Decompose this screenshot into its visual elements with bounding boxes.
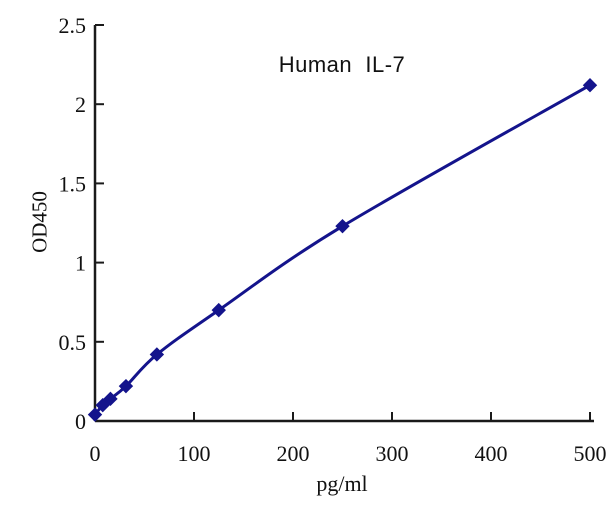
data-point-marker [118,378,134,394]
y-tick-label: 2.5 [59,13,87,38]
x-tick-label: 200 [277,441,310,466]
data-point-marker [582,77,598,93]
x-tick-label: 400 [475,441,508,466]
y-tick-label: 0 [75,409,86,434]
data-point-marker [87,407,103,422]
y-axis-title: OD450 [27,191,52,253]
x-tick-label: 0 [90,441,101,466]
data-point-marker [95,397,110,413]
data-point-marker [335,218,350,234]
data-point-marker [149,347,165,362]
data-point-marker [103,391,118,407]
y-tick-label: 0.5 [59,330,87,355]
y-tick-label: 1.5 [59,171,87,196]
data-point-marker [211,302,226,318]
x-tick-label: 100 [178,441,211,466]
y-tick-label: 2 [75,92,86,117]
x-tick-label: 500 [574,441,607,466]
x-tick-label: 300 [376,441,409,466]
y-tick-label: 1 [75,251,86,276]
chart-title: Human IL-7 [278,52,406,77]
x-axis-title: pg/ml [316,471,368,496]
standard-curve-line [93,83,592,417]
